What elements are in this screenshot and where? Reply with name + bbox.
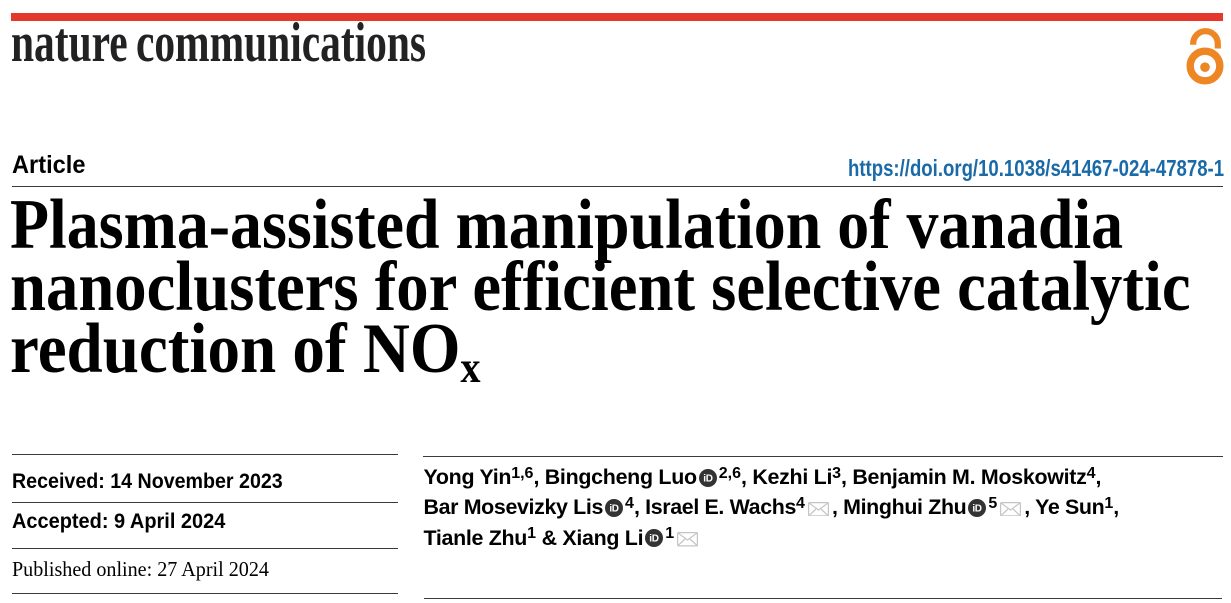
svg-text:iD: iD — [650, 534, 659, 545]
svg-text:iD: iD — [973, 504, 982, 515]
svg-text:iD: iD — [703, 473, 712, 484]
svg-text:iD: iD — [609, 504, 618, 515]
